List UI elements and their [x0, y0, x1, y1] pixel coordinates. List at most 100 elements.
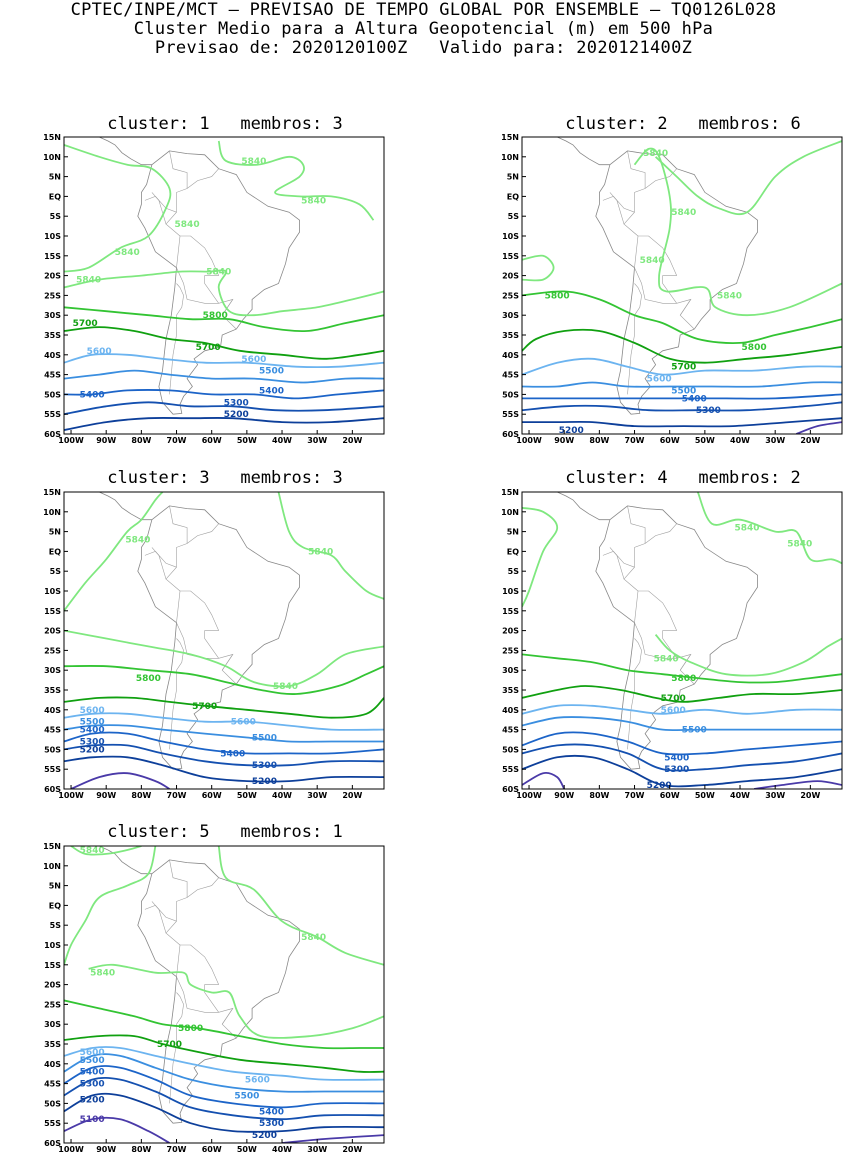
contour-label: 5840: [787, 539, 812, 549]
lon-tick-label: 100W: [58, 1145, 84, 1154]
contour-label: 5400: [80, 726, 105, 736]
country-border: [169, 505, 188, 544]
contour-line: [522, 401, 842, 412]
country-border: [221, 654, 234, 671]
lon-tick-label: 30W: [307, 1145, 327, 1154]
lat-tick-label: 60S: [502, 430, 519, 439]
contour-line: [522, 417, 842, 428]
lat-tick-label: 25S: [44, 646, 61, 655]
cluster-title: cluster: 2 membros: 6: [565, 114, 801, 134]
contour-line: [64, 629, 384, 688]
lon-tick-label: 60W: [202, 1145, 222, 1154]
contour-label: 5800: [671, 674, 696, 684]
contour-label: 5200: [252, 777, 277, 787]
lat-tick-label: 35S: [502, 331, 519, 340]
contour-label: 5300: [664, 765, 689, 775]
contour-line: [522, 357, 842, 376]
country-border: [144, 551, 177, 568]
contour-line: [522, 771, 565, 789]
lat-tick-label: 10N: [43, 153, 61, 162]
lon-tick-label: 80W: [131, 436, 151, 445]
lon-tick-label: 100W: [516, 436, 542, 445]
lat-tick-label: 15S: [44, 252, 61, 261]
coastline-central-america: [557, 137, 610, 166]
cluster-title: cluster: 5 membros: 1: [107, 822, 343, 842]
contour-label: 5840: [643, 149, 668, 159]
contour-label: 5200: [559, 426, 584, 436]
lat-tick-label: 40S: [502, 706, 519, 715]
contour-label: 5840: [175, 220, 200, 230]
lat-tick-label: 55S: [502, 765, 519, 774]
lat-tick-label: 5N: [49, 173, 61, 182]
contour-line: [64, 353, 384, 369]
lat-tick-label: 40S: [502, 351, 519, 360]
lat-tick-label: 45S: [44, 1080, 61, 1089]
contour-line: [64, 306, 384, 333]
contour-label: 5200: [224, 410, 249, 420]
country-border: [638, 235, 677, 276]
lat-tick-label: 35S: [502, 686, 519, 695]
lat-tick-label: 60S: [44, 430, 61, 439]
cluster-title: cluster: 4 membros: 2: [565, 468, 801, 488]
contour-label: 5840: [90, 969, 115, 979]
lat-tick-label: 50S: [502, 390, 519, 399]
lat-tick-label: 25S: [502, 291, 519, 300]
contour-label: 5700: [192, 702, 217, 712]
lon-tick-label: 100W: [58, 791, 84, 800]
contour-label: 5840: [301, 933, 326, 943]
lat-tick-label: 5S: [508, 567, 520, 576]
lon-tick-label: 100W: [516, 791, 542, 800]
lat-tick-label: 20S: [44, 272, 61, 281]
lat-tick-label: 10S: [502, 232, 519, 241]
contour-line: [522, 731, 842, 756]
lat-tick-label: 5S: [50, 921, 62, 930]
contour-label: 5500: [682, 726, 707, 736]
lat-tick-label: 10S: [44, 232, 61, 241]
lat-tick-label: 45S: [44, 726, 61, 735]
contour-line: [64, 1077, 384, 1121]
contour-line: [64, 401, 384, 416]
lat-tick-label: 30S: [502, 666, 519, 675]
lon-tick-label: 60W: [202, 791, 222, 800]
lat-tick-label: 15S: [502, 252, 519, 261]
contour-line: [88, 963, 384, 1039]
country-border: [165, 877, 219, 977]
contour-label: 5300: [259, 1119, 284, 1129]
country-border: [602, 551, 635, 568]
lon-tick-label: 40W: [272, 791, 292, 800]
contour-line: [64, 665, 384, 695]
country-border: [634, 267, 695, 330]
lat-tick-label: 30S: [502, 311, 519, 320]
contour-line: [64, 1065, 384, 1109]
contour-label: 5840: [80, 846, 105, 856]
contour-label: 5840: [308, 547, 333, 557]
contour-label: 5840: [671, 208, 696, 218]
lon-tick-label: 20W: [800, 436, 820, 445]
lat-tick-label: 20S: [44, 627, 61, 636]
contour-label: 5600: [80, 706, 105, 716]
lat-tick-label: 50S: [44, 1099, 61, 1108]
lon-tick-label: 60W: [660, 436, 680, 445]
lat-tick-label: 55S: [44, 1119, 61, 1128]
lat-tick-label: 50S: [44, 390, 61, 399]
lon-tick-label: 70W: [167, 1145, 187, 1154]
lat-tick-label: 20S: [502, 272, 519, 281]
lat-tick-label: EQ: [507, 192, 519, 201]
country-border: [180, 235, 219, 276]
contour-line: [64, 1053, 384, 1093]
lon-tick-label: 20W: [800, 791, 820, 800]
lat-tick-label: 15S: [44, 961, 61, 970]
header-subtitle: Cluster Medio para a Altura Geopotencial…: [133, 19, 714, 39]
lon-tick-label: 90W: [96, 1145, 116, 1154]
contour-label: 5500: [671, 386, 696, 396]
contour-label: 5840: [76, 276, 101, 286]
country-border: [602, 196, 635, 213]
lat-tick-label: EQ: [49, 547, 61, 556]
country-border: [679, 299, 692, 316]
contour-label: 5840: [301, 196, 326, 206]
contour-line: [64, 1034, 384, 1073]
contour-line: [633, 147, 842, 317]
lat-tick-label: 15N: [501, 488, 519, 497]
country-border: [169, 992, 184, 1104]
contour-label: 5840: [640, 256, 665, 266]
